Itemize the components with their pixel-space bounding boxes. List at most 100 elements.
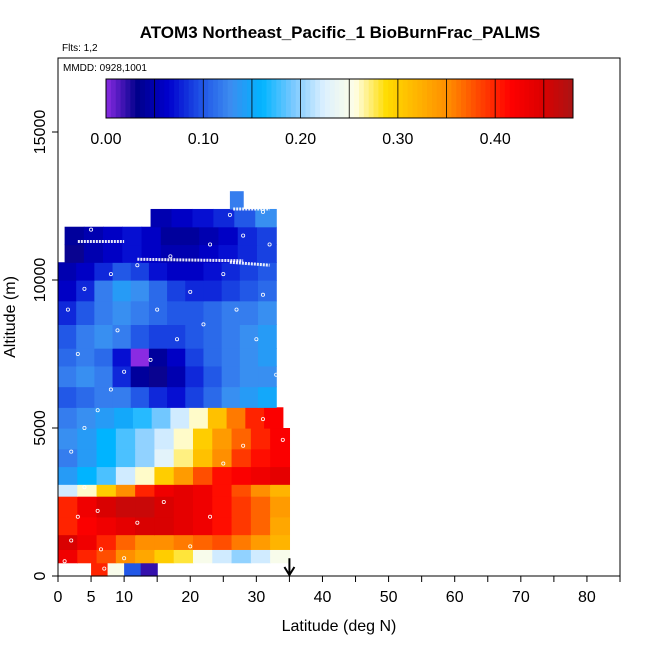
colorbar-cell [553,79,559,118]
heatmap-cell [91,562,109,577]
heatmap-cell [135,549,156,564]
heatmap-cell [76,407,97,429]
sample-point [188,544,193,549]
sample-point [254,337,259,342]
colorbar-cell [305,79,311,118]
sample-point [82,425,87,430]
colorbar-cell [500,79,506,118]
heatmap-cell [229,191,244,210]
sample-point [260,417,265,422]
colorbar: 0.00 0.10 0.20 0.30 0.40 [90,78,574,148]
colorbar-cell [266,79,272,118]
chart-title: ATOM3 Northeast_Pacific_1 BioBurnFrac_PA… [140,23,541,42]
heatmap-cell [122,226,143,246]
heatmap-cell [258,324,277,349]
heatmap-cell [199,244,220,263]
colorbar-cell [261,79,268,118]
heatmap-cell [250,496,271,518]
sample-point [122,369,127,374]
heatmap-cell [203,280,223,302]
heatmap-cell [185,386,205,408]
y-tick-label: 15000 [32,110,49,155]
y-tick-label: 10000 [32,258,49,303]
heatmap-cell [58,262,77,281]
colorbar-cell [383,79,389,118]
heatmap-cell [212,428,233,450]
colorbar-cell [203,79,209,118]
sample-point [221,461,226,466]
heatmap-cell [76,386,95,408]
heatmap-cell [130,300,150,325]
colorbar-cell [315,79,321,118]
sample-point [155,307,160,312]
heatmap-cell [94,280,114,302]
sample-point [201,322,206,327]
heatmap-cell [221,262,241,281]
heatmap-cell [212,484,233,497]
heatmap-cell [83,244,104,263]
sample-point [95,408,100,413]
heatmap-cell [167,324,186,349]
colorbar-cell [178,79,185,118]
heatmap-cell [160,226,181,246]
heatmap-cell [239,300,259,325]
x-tick-label: 50 [380,589,398,606]
colorbar-cell [290,79,297,118]
colorbar-cell [135,79,141,118]
heatmap-cell [96,448,117,468]
heatmap-cell [135,516,156,536]
colorbar-cell [368,79,375,118]
heatmap-cell [94,300,114,325]
colorbar-cell [115,79,122,118]
heatmap-cell [231,534,252,550]
heatmap-cell [185,324,205,349]
heatmap-cell [231,466,252,485]
heatmap-cell [173,428,194,450]
heatmap-cell [154,428,175,450]
colorbar-cell [422,79,428,118]
colorbar-cell [174,79,180,118]
heatmap-cell [212,534,233,550]
heatmap-cell [203,348,223,367]
heatmap-cell [213,208,235,228]
heatmap-cell [154,448,175,468]
heatmap-cell [270,496,291,518]
colorbar-tick-label: 0.00 [90,131,121,148]
heatmap-cell [250,466,271,485]
flight-track [67,207,270,267]
heatmap-cell [173,448,194,468]
heatmap-cell [258,280,277,302]
heatmap-cell [221,386,241,408]
heatmap-cell [192,534,213,550]
heatmap-cell [192,448,213,468]
heatmap-cell [221,280,241,302]
sample-point [98,547,103,552]
colorbar-cell [295,79,302,118]
heatmap-cell [270,448,291,468]
colorbar-tick-label: 0.20 [285,131,316,148]
heatmap-cell [173,516,194,536]
colorbar-cell [329,79,336,118]
heatmap-cell [231,484,252,497]
heatmap-cell [180,226,200,246]
heatmap-cell [96,516,117,536]
colorbar-cell [208,79,214,118]
heatmap-cell [180,244,200,263]
heatmap-cell [58,324,77,349]
sample-point [260,292,265,297]
colorbar-frame [105,78,574,119]
heatmap-cell [270,484,291,497]
colorbar-cell [281,79,287,118]
heatmap-cell [77,549,98,564]
heatmap-cell [239,365,259,388]
colorbar-cell [495,79,501,118]
sample-point [108,387,113,392]
colorbar-cell [373,79,379,118]
sample-point [82,485,87,490]
heatmap-cell [58,549,78,564]
heatmap-cell [192,428,213,450]
colorbar-cell [543,79,550,118]
heatmap-cell [114,407,134,429]
flight-track-segment [137,257,244,263]
sample-points [62,209,285,571]
